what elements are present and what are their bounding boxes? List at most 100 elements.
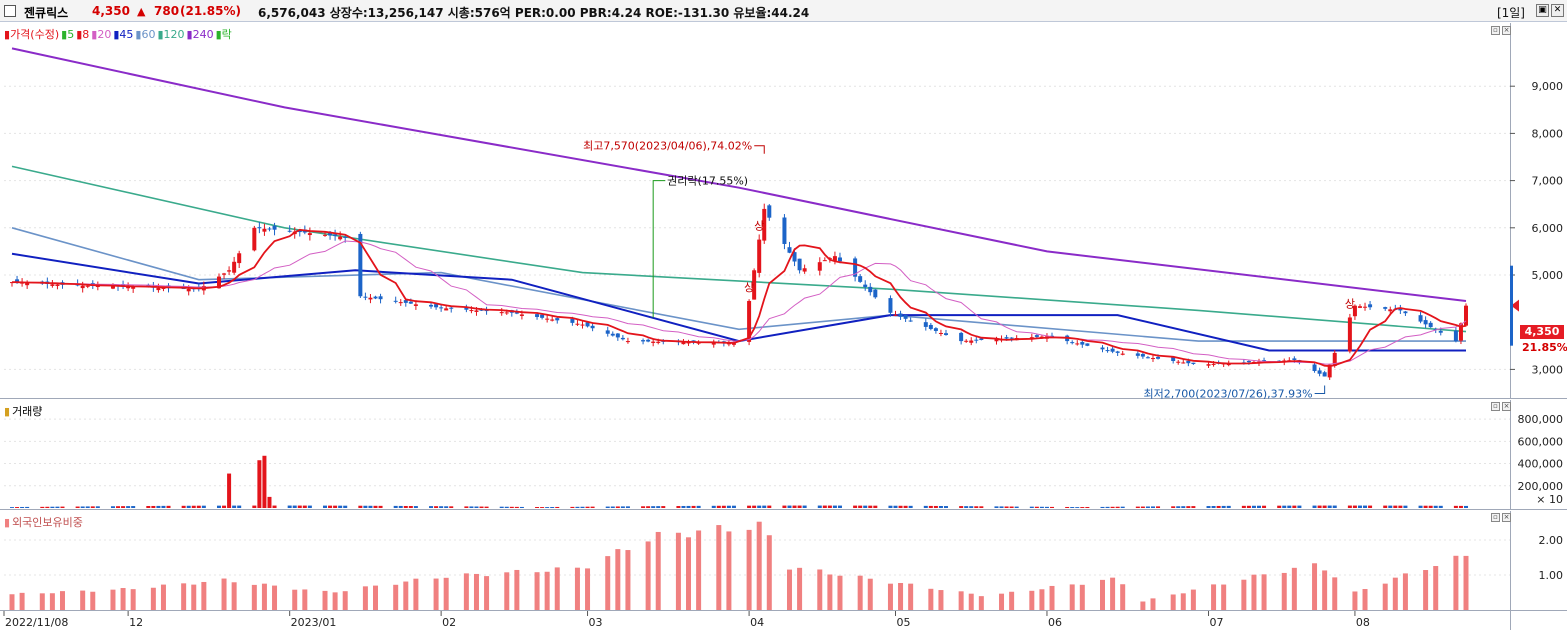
candle-body [444, 308, 449, 311]
candle-body [585, 322, 590, 327]
candle-body [474, 310, 479, 312]
volume-bar [726, 505, 731, 508]
high-annotation: 최고7,570(2023/04/06),74.02% [583, 140, 752, 153]
foreign-bar [463, 573, 469, 610]
candle-body [832, 256, 837, 261]
volume-bar [287, 505, 292, 508]
volume-bar [646, 506, 651, 508]
candle-body [686, 342, 691, 344]
foreign-bar [39, 593, 45, 610]
foreign-bar [261, 583, 267, 610]
foreign-bar [1120, 584, 1126, 610]
restore-icon[interactable]: ▣ [1536, 4, 1549, 17]
foreign-bar [978, 596, 984, 610]
price-change-percent: (21.85%) [180, 4, 241, 18]
select-checkbox[interactable] [4, 5, 16, 17]
candle-body [1186, 360, 1191, 364]
foreign-bar [615, 549, 621, 610]
volume-bar [1075, 507, 1080, 508]
candle-body [1347, 317, 1352, 352]
foreign-bar [574, 567, 580, 610]
legend-item-5[interactable]: 60 [141, 28, 156, 41]
legend-item-2[interactable]: 8 [82, 28, 90, 41]
foreign-bar [1281, 572, 1287, 610]
close-icon[interactable]: ✕ [1551, 4, 1564, 17]
volume-bar [853, 505, 858, 508]
legend-marker: ▮ [4, 28, 11, 41]
volume-bar [186, 505, 191, 508]
low-annotation: 최저2,700(2023/07/26),37.93% [1143, 388, 1312, 399]
volume-bar [40, 506, 45, 508]
volume-bar [429, 506, 434, 508]
current-price: 4,350 [92, 4, 130, 18]
date-tick-label: 02 [442, 616, 456, 629]
volume-bar [787, 505, 792, 508]
candle-body [1363, 306, 1368, 308]
foreign-bar [201, 581, 207, 610]
ma45-line [11, 252, 1466, 352]
candle-body [1403, 311, 1408, 314]
price-chart[interactable]: 9,000 8,000 7,000 6,000 5,000 3,000 최고7,570(20… [0, 23, 1567, 399]
candle-body [15, 279, 20, 283]
foreign-bar [302, 589, 308, 610]
candle-body [1145, 357, 1150, 359]
ma8-line [11, 228, 1467, 368]
foreign-bar [1110, 577, 1116, 610]
volume-panel[interactable]: 800,000 600,000 400,000 200,000 × 10 ▮ 거래량 ▫ … [0, 400, 1567, 510]
candle-body [110, 286, 115, 289]
volume-bar [1211, 506, 1216, 508]
volume-bar [686, 505, 691, 508]
volume-bar [1428, 505, 1433, 508]
volume-bar [1312, 505, 1317, 508]
volume-bar [802, 505, 807, 508]
legend-item-4[interactable]: 45 [119, 28, 134, 41]
volume-bar [439, 506, 444, 508]
volume-bar [827, 505, 832, 508]
foreign-axis-border [1510, 511, 1511, 611]
foreign-bar [1312, 563, 1318, 610]
foreign-bar [110, 589, 116, 610]
volume-bar [923, 505, 928, 508]
volume-bar [797, 505, 802, 508]
panel-maximize-icon[interactable]: ▫ [1491, 513, 1500, 522]
legend-item-1[interactable]: 5 [67, 28, 75, 41]
volume-bar [767, 505, 772, 508]
date-axis-border [1510, 611, 1511, 630]
price-tick-label: 6,000 [1532, 222, 1564, 235]
legend-item-3[interactable]: 20 [97, 28, 112, 41]
stock-info-bar: 젠큐릭스 4,350 ▲ 780 (21.85%) 6,576,043 상장수:… [0, 0, 1567, 22]
date-tick-label: 2022/11/08 [5, 616, 68, 629]
volume-bar [232, 505, 237, 508]
candle-body [1428, 322, 1433, 328]
volume-bar [1191, 506, 1196, 508]
legend-item-0[interactable]: 가격(수정) [10, 28, 60, 41]
volume-bar [721, 505, 726, 508]
panel-close-icon[interactable]: × [1502, 26, 1511, 35]
current-price-pct-tag: 21.85% [1522, 341, 1567, 354]
period-selector[interactable]: [1일] [1496, 6, 1525, 20]
legend-item-7[interactable]: 240 [192, 28, 214, 41]
legend-item-8[interactable]: 락 [221, 28, 232, 41]
price-panel[interactable]: 9,000 8,000 7,000 6,000 5,000 3,000 최고7,570(20… [0, 23, 1567, 399]
candle-body [1135, 353, 1140, 356]
volume-chart[interactable]: 800,000 600,000 400,000 200,000× 10 [0, 400, 1567, 510]
panel-close-icon[interactable]: × [1502, 513, 1511, 522]
volume-bar [1150, 506, 1155, 508]
volume-bar [1438, 505, 1443, 508]
foreign-ownership-panel[interactable]: 2.00 1.00 ▮ 외국인보유비중 ▫ × [0, 511, 1567, 611]
panel-close-icon[interactable]: × [1502, 402, 1511, 411]
candle-body [540, 314, 545, 318]
foreign-legend: ▮ 외국인보유비중 [4, 516, 83, 529]
foreign-ownership-chart[interactable]: 2.00 1.00 [0, 511, 1567, 611]
foreign-bar [1291, 567, 1297, 610]
volume-bar [146, 506, 151, 508]
legend-item-6[interactable]: 120 [163, 28, 185, 41]
panel-maximize-icon[interactable]: ▫ [1491, 26, 1500, 35]
candle-body [1332, 352, 1337, 366]
volume-bar [1176, 506, 1181, 508]
stock-name[interactable]: 젠큐릭스 [24, 6, 69, 20]
volume-bar [676, 506, 681, 508]
volume-bar [1241, 505, 1246, 508]
panel-maximize-icon[interactable]: ▫ [1491, 402, 1500, 411]
candle-body [1327, 364, 1332, 378]
